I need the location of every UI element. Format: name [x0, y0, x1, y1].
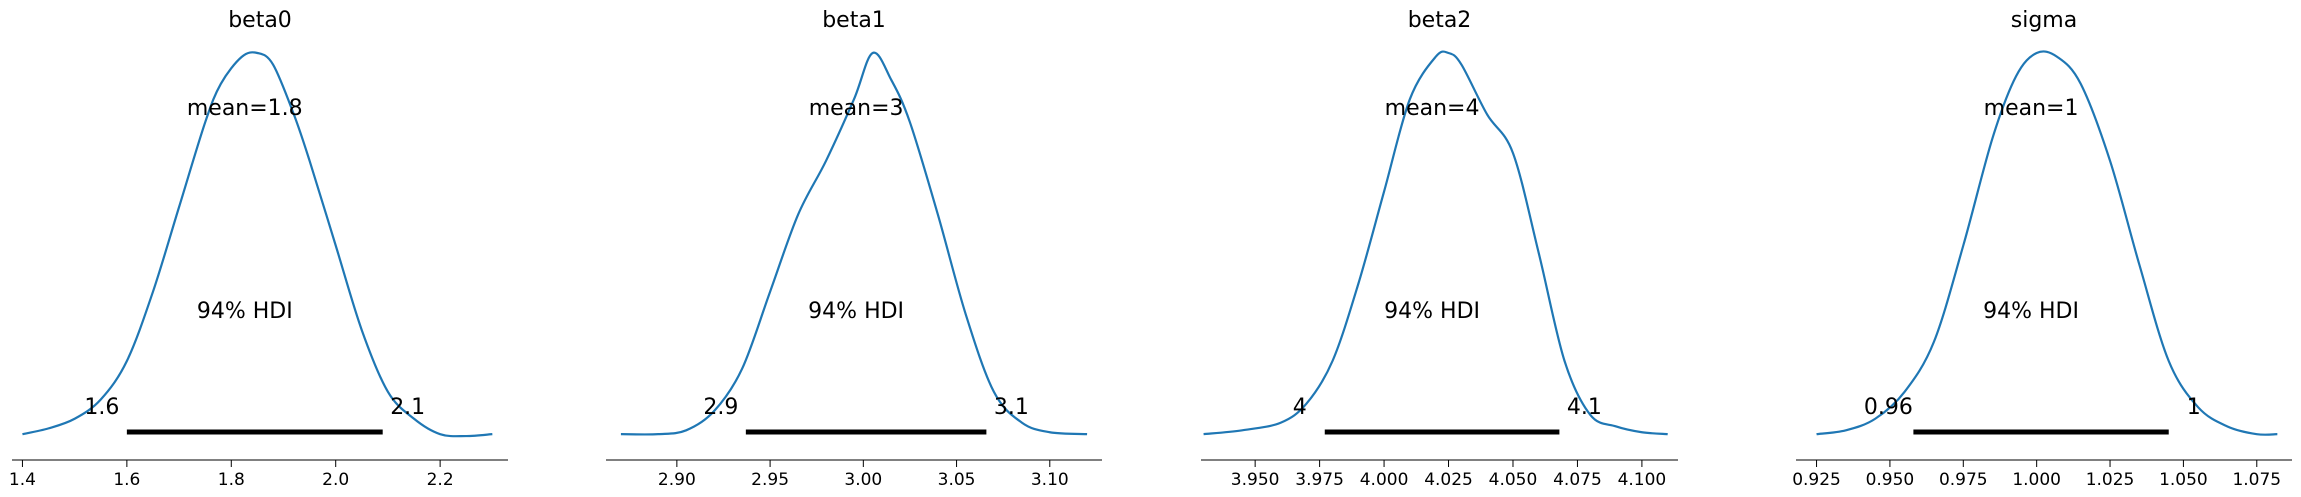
- panel-title: beta0: [228, 8, 292, 33]
- hdi-upper-label: 1: [2187, 395, 2201, 420]
- mean-label: mean=3: [809, 96, 904, 121]
- mean-label: mean=4: [1385, 96, 1480, 121]
- mean-label: mean=1.8: [187, 96, 303, 121]
- panel-beta2: 4 4.1 94% HDI mean=4 beta2 3.950 3.975 4.000 4.0…: [1201, 8, 1678, 490]
- panel-title: beta1: [822, 8, 886, 33]
- x-tick-label: 4.050: [1489, 470, 1538, 490]
- hdi-label: 94% HDI: [1384, 299, 1480, 324]
- x-tick-label: 2.0: [322, 470, 349, 490]
- panel-title: beta2: [1408, 8, 1472, 33]
- x-tick-label: 3.10: [1031, 470, 1069, 490]
- x-tick-label: 4.100: [1618, 470, 1667, 490]
- hdi-lower-label: 0.96: [1864, 395, 1913, 420]
- x-tick-label: 4.025: [1424, 470, 1473, 490]
- hdi-label: 94% HDI: [1983, 299, 2079, 324]
- x-tick-label: 0.925: [1792, 470, 1841, 490]
- x-tick-label: 1.075: [2232, 470, 2281, 490]
- hdi-upper-label: 3.1: [994, 395, 1029, 420]
- x-tick-label: 1.000: [2012, 470, 2061, 490]
- panel-title: sigma: [2011, 8, 2077, 33]
- x-tick-label: 3.950: [1231, 470, 1280, 490]
- hdi-upper-label: 2.1: [390, 395, 425, 420]
- x-tick-label: 0.975: [1939, 470, 1988, 490]
- x-tick-label: 4.075: [1553, 470, 1602, 490]
- x-tick-label: 1.050: [2159, 470, 2208, 490]
- x-tick-label: 0.950: [1866, 470, 1915, 490]
- density-curve: [22, 51, 493, 438]
- x-tick-label: 3.05: [938, 470, 976, 490]
- x-tick-label: 3.00: [844, 470, 882, 490]
- x-tick-label: 3.975: [1295, 470, 1344, 490]
- x-tick-label: 4.000: [1360, 470, 1409, 490]
- mean-label: mean=1: [1984, 96, 2079, 121]
- x-tick-label: 2.2: [427, 470, 454, 490]
- hdi-upper-label: 4.1: [1567, 395, 1602, 420]
- hdi-lower-label: 1.6: [84, 395, 119, 420]
- hdi-lower-label: 2.9: [703, 395, 738, 420]
- x-tick-label: 1.6: [113, 470, 140, 490]
- x-tick-label: 1.8: [218, 470, 245, 490]
- x-tick-label: 2.90: [658, 470, 696, 490]
- hdi-lower-label: 4: [1293, 395, 1307, 420]
- density-curve: [1203, 50, 1668, 436]
- x-tick-label: 1.4: [9, 470, 36, 490]
- x-tick-label: 1.025: [2086, 470, 2135, 490]
- density-curve: [1816, 50, 2278, 436]
- panel-sigma: 0.96 1 94% HDI mean=1 sigma 0.925 0.950 0.975 1.…: [1792, 8, 2292, 490]
- hdi-label: 94% HDI: [808, 299, 904, 324]
- panel-beta0: 1.6 2.1 94% HDI mean=1.8 beta0 1.4 1.6 1.8 2.0 2.…: [9, 8, 508, 490]
- x-tick-label: 2.95: [751, 470, 789, 490]
- panel-beta1: 2.9 3.1 94% HDI mean=3 beta1 2.90 2.95 3.00 3.05…: [606, 8, 1102, 490]
- hdi-label: 94% HDI: [197, 299, 293, 324]
- density-curve: [620, 51, 1088, 436]
